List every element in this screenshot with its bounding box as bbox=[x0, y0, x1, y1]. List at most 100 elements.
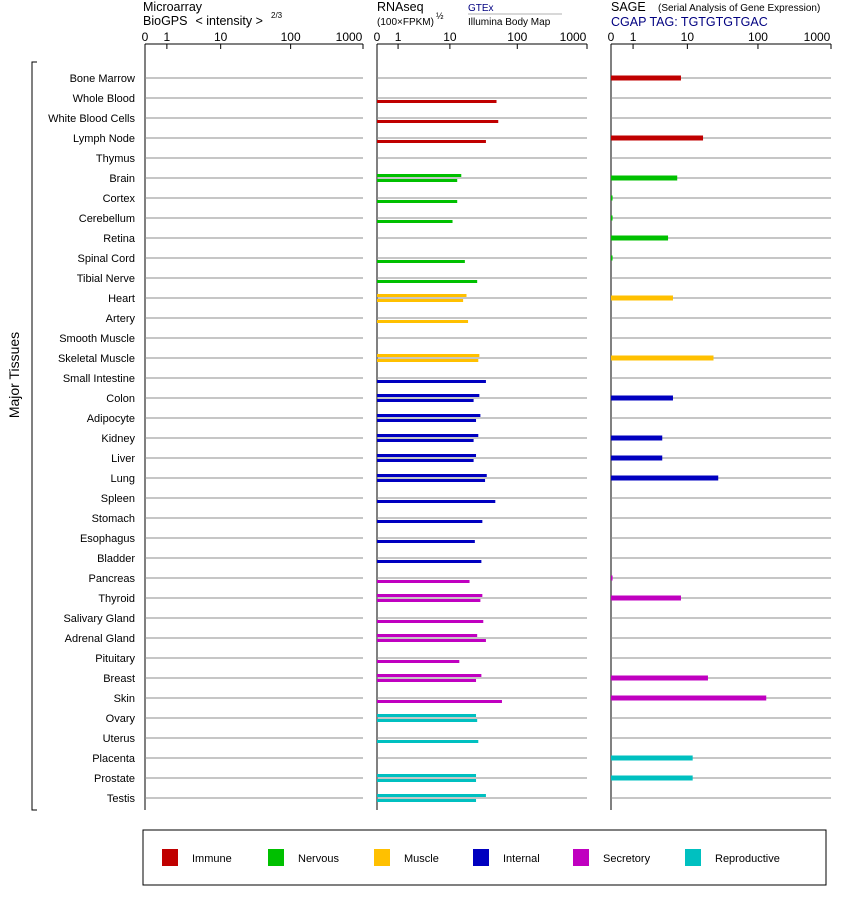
rnaseq-unit: (100×FPKM) bbox=[377, 17, 434, 28]
rnaseq-bar bbox=[377, 434, 479, 437]
tissue-label: Cortex bbox=[103, 193, 136, 205]
legend: Immune Nervous Muscle Internal Secretory Repr… bbox=[162, 849, 780, 866]
rnaseq-bar bbox=[377, 380, 486, 383]
rnaseq-bar bbox=[377, 660, 460, 663]
tissue-label: Liver bbox=[111, 453, 135, 465]
rnaseq-bar bbox=[377, 634, 478, 637]
tissue-label: Thyroid bbox=[98, 593, 135, 605]
tissue-label: Skeletal Muscle bbox=[58, 353, 135, 365]
tissue-label: Small Intestine bbox=[63, 373, 135, 385]
sage-tick-label: 100 bbox=[748, 30, 768, 44]
rnaseq-bar bbox=[377, 714, 477, 717]
rnaseq-bar bbox=[377, 419, 477, 422]
tissue-label: Esophagus bbox=[80, 533, 136, 545]
sage-tick-label: 0 bbox=[608, 30, 615, 44]
tissue-label: Uterus bbox=[103, 733, 136, 745]
rnaseq-tick-label: 0 bbox=[374, 30, 381, 44]
rnaseq-title: RNAseq bbox=[377, 0, 424, 14]
microarray-tick-label: 100 bbox=[281, 30, 301, 44]
rnaseq-bar bbox=[377, 799, 477, 802]
sage-tick-label: 1 bbox=[630, 30, 637, 44]
rnaseq-bar bbox=[377, 120, 499, 123]
tissue-label: Thymus bbox=[96, 153, 136, 165]
legend-label: Nervous bbox=[298, 853, 339, 865]
rnaseq-bar bbox=[377, 639, 486, 642]
tissue-label: Cerebellum bbox=[79, 213, 135, 225]
sage-tag: CGAP TAG: TGTGTGTGAC bbox=[611, 15, 768, 29]
sage-tick-label: 10 bbox=[681, 30, 695, 44]
tissue-label: Smooth Muscle bbox=[59, 333, 135, 345]
microarray-title: Microarray bbox=[143, 0, 203, 14]
illumina-label: Illumina Body Map bbox=[468, 17, 551, 28]
rnaseq-bar bbox=[377, 779, 477, 782]
microarray-tick-label: 0 bbox=[142, 30, 149, 44]
rnaseq-bar bbox=[377, 174, 462, 177]
axes-group: 0 1 10 100 1000 0 1 10 100 1000 0 1 10 100 1000 bbox=[142, 30, 832, 810]
sage-bar bbox=[611, 195, 613, 201]
rnaseq-bar bbox=[377, 719, 478, 722]
rnaseq-bar bbox=[377, 354, 480, 357]
rnaseq-bar bbox=[377, 140, 486, 143]
y-axis-label: Major Tissues bbox=[6, 332, 22, 418]
tissue-label: Adrenal Gland bbox=[65, 633, 135, 645]
tissue-label: Salivary Gland bbox=[63, 613, 135, 625]
tissue-label: Placenta bbox=[92, 753, 136, 765]
legend-swatch bbox=[268, 849, 284, 866]
rnaseq-bar bbox=[377, 674, 482, 677]
bars-group bbox=[377, 75, 767, 802]
rnaseq-bar bbox=[377, 540, 475, 543]
rnaseq-bar bbox=[377, 414, 481, 417]
tissue-label: Colon bbox=[106, 393, 135, 405]
sage-bar bbox=[611, 755, 693, 761]
sage-bar bbox=[611, 455, 663, 461]
tissue-label: Tibial Nerve bbox=[77, 273, 135, 285]
tissue-label: Lung bbox=[111, 473, 135, 485]
rnaseq-bar bbox=[377, 580, 470, 583]
tissue-label: Pituitary bbox=[95, 653, 135, 665]
rnaseq-bar bbox=[377, 399, 474, 402]
tissue-label: Retina bbox=[103, 233, 136, 245]
legend-label: Immune bbox=[192, 853, 232, 865]
tissue-label: Whole Blood bbox=[73, 93, 135, 105]
rnaseq-tick-label: 1 bbox=[395, 30, 402, 44]
microarray-tick-label: 1 bbox=[164, 30, 171, 44]
tissue-label: Adipocyte bbox=[87, 413, 135, 425]
rnaseq-bar bbox=[377, 474, 487, 477]
sage-bar bbox=[611, 595, 681, 601]
sage-bar bbox=[611, 295, 673, 301]
tissue-label: Spinal Cord bbox=[78, 253, 135, 265]
sage-bar bbox=[611, 775, 693, 781]
rnaseq-bar bbox=[377, 100, 497, 103]
legend-swatch bbox=[473, 849, 489, 866]
legend-swatch bbox=[374, 849, 390, 866]
sage-bar bbox=[611, 75, 681, 81]
tissue-label: Ovary bbox=[106, 713, 136, 725]
gtex-label: GTEx bbox=[468, 3, 494, 14]
tissue-label: Brain bbox=[109, 173, 135, 185]
rnaseq-bar bbox=[377, 599, 481, 602]
sage-bar bbox=[611, 255, 613, 261]
rnaseq-bar bbox=[377, 740, 479, 743]
rnaseq-bar bbox=[377, 794, 486, 797]
rnaseq-bar bbox=[377, 500, 496, 503]
legend-label: Muscle bbox=[404, 853, 439, 865]
sage-bar bbox=[611, 235, 669, 241]
legend-swatch bbox=[573, 849, 589, 866]
rnaseq-bar bbox=[377, 594, 483, 597]
sage-tick-label: 1000 bbox=[804, 30, 831, 44]
rnaseq-bar bbox=[377, 359, 479, 362]
microarray-subtitle: BioGPS < intensity > bbox=[143, 14, 263, 28]
rnaseq-exponent: ½ bbox=[436, 11, 444, 21]
rnaseq-bar bbox=[377, 620, 484, 623]
rnaseq-bar bbox=[377, 520, 483, 523]
rnaseq-bar bbox=[377, 560, 482, 563]
rnaseq-bar bbox=[377, 320, 469, 323]
microarray-unit: < intensity > bbox=[195, 14, 262, 28]
legend-swatch bbox=[162, 849, 178, 866]
tissue-label: Artery bbox=[106, 313, 136, 325]
microarray-source: BioGPS bbox=[143, 14, 187, 28]
rnaseq-bar bbox=[377, 679, 477, 682]
rnaseq-tick-label: 1000 bbox=[560, 30, 587, 44]
tissue-label: Kidney bbox=[101, 433, 135, 445]
